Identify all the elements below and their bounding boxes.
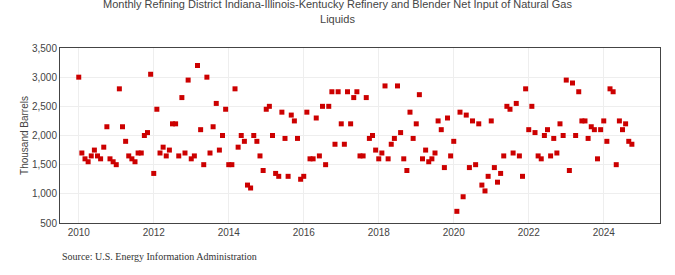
svg-text:2022: 2022 (518, 227, 541, 238)
svg-text:2018: 2018 (368, 227, 391, 238)
svg-text:1,500: 1,500 (32, 159, 57, 170)
svg-text:2,500: 2,500 (32, 101, 57, 112)
svg-text:2024: 2024 (593, 227, 616, 238)
svg-text:Monthly Refining District Indi: Monthly Refining District Indiana-Illino… (103, 0, 572, 25)
svg-text:2010: 2010 (68, 227, 91, 238)
svg-text:2020: 2020 (443, 227, 466, 238)
svg-text:3,000: 3,000 (32, 72, 57, 83)
svg-text:2016: 2016 (293, 227, 316, 238)
svg-text:3,500: 3,500 (32, 43, 57, 54)
svg-text:Source: U.S. Energy Informatio: Source: U.S. Energy Information Administ… (62, 251, 257, 262)
svg-text:2014: 2014 (218, 227, 241, 238)
svg-text:2,000: 2,000 (32, 130, 57, 141)
svg-text:1,000: 1,000 (32, 188, 57, 199)
svg-text:Thousand Barrels: Thousand Barrels (19, 96, 30, 175)
svg-text:500: 500 (40, 218, 57, 229)
svg-text:2012: 2012 (143, 227, 166, 238)
